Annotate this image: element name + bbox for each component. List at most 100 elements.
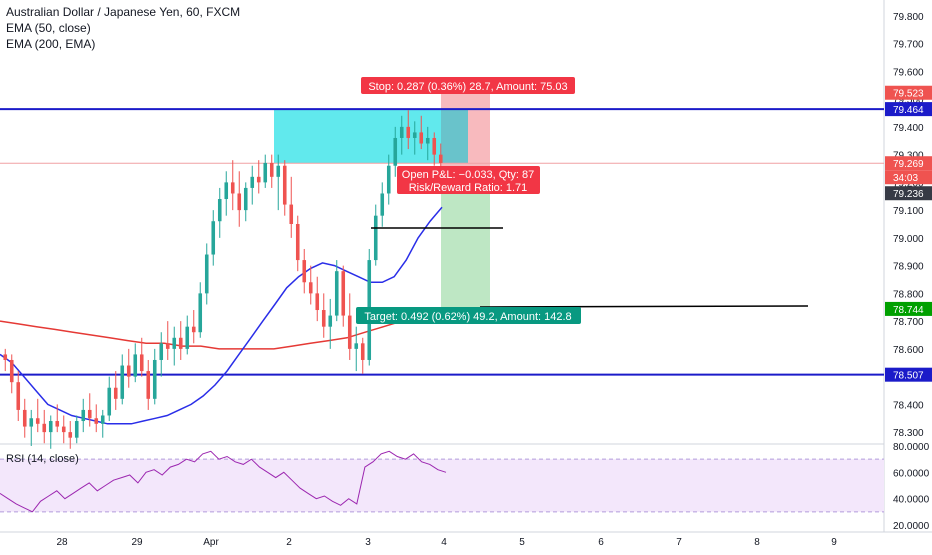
candle-body (295, 224, 300, 261)
rsi-band (0, 459, 884, 512)
candle-body (120, 365, 125, 399)
candle-body (256, 176, 261, 183)
trend-line (479, 305, 809, 308)
time-tick-label: 6 (598, 537, 604, 548)
candle-body (328, 315, 333, 327)
candle-body (191, 326, 196, 333)
candle-body (61, 426, 66, 433)
price-tick-label: 78.600 (893, 345, 924, 356)
candle-body (16, 382, 21, 410)
price-tag-bg (885, 367, 932, 382)
candle-body (55, 421, 60, 427)
candle-body (146, 371, 151, 399)
candle-body (315, 293, 320, 311)
target-zone (441, 172, 490, 309)
time-tick-label: Apr (203, 537, 219, 548)
pnl-label-line1: Open P&L: −0.033, Qty: 87 (402, 169, 534, 181)
candle-body (269, 162, 274, 177)
candle-body (224, 182, 229, 200)
price-tag-label: 78.744 (893, 305, 924, 316)
rsi-tick-label: 40.0000 (893, 495, 930, 506)
time-tick-label: 5 (519, 537, 525, 548)
rsi-tick-label: 60.0000 (893, 468, 930, 479)
candle-body (74, 421, 79, 438)
price-tick-label: 78.300 (893, 428, 924, 439)
candle-body (211, 221, 216, 255)
candle-body (347, 315, 352, 349)
price-tick-label: 79.700 (893, 40, 924, 51)
position-labels: Stop: 0.287 (0.36%) 28.7, Amount: 75.03 O… (356, 77, 581, 324)
price-tick-label: 79.100 (893, 206, 924, 217)
time-tick-label: 28 (56, 537, 68, 548)
candle-body (94, 418, 99, 424)
price-tick-label: 79.400 (893, 123, 924, 134)
price-tick-label: 79.500 (893, 95, 924, 106)
grid (0, 0, 932, 533)
candle-body (185, 326, 190, 349)
time-tick-label: 4 (441, 537, 447, 548)
candle-body (172, 337, 177, 349)
legend-ema200: EMA (200, EMA) (6, 37, 96, 51)
trend-lines[interactable] (371, 227, 809, 308)
candle-body (48, 421, 53, 433)
candle-body (438, 154, 443, 163)
pnl-label-line2: Risk/Reward Ratio: 1.71 (409, 182, 528, 194)
candle-body (159, 343, 164, 360)
stop-label-bg (361, 77, 575, 94)
rsi-path (0, 450, 447, 513)
price-tag-bg (885, 301, 932, 316)
candle-body (35, 418, 40, 424)
price-tag-label: 79.523 (893, 89, 924, 100)
price-tick-label: 78.800 (893, 289, 924, 300)
candle-body (107, 387, 112, 416)
candle-body (113, 387, 118, 399)
candle-body (22, 409, 27, 427)
overlap-box (441, 109, 468, 164)
position-zones[interactable] (0, 92, 884, 309)
candle-body (81, 409, 86, 422)
candle-body (386, 165, 391, 194)
target-label: Target: 0.492 (0.62%) 49.2, Amount: 142.… (364, 311, 571, 323)
rsi-pane: 80.0000 60.0000 40.0000 20.0000 (0, 442, 930, 532)
time-axis[interactable]: 28 29 Apr 2 3 4 5 6 7 8 9 (56, 537, 837, 548)
candle-body (230, 182, 235, 194)
legend-ema50: EMA (50, close) (6, 21, 91, 35)
rsi-tick-label: 20.0000 (893, 521, 930, 532)
price-tick-label: 79.300 (893, 151, 924, 162)
candle-body (360, 343, 365, 360)
price-tag-label: 79.464 (893, 105, 924, 116)
price-tick-label: 79.000 (893, 234, 924, 245)
candle-body (432, 137, 437, 155)
price-tick-label: 78.900 (893, 262, 924, 273)
candle-body (302, 260, 307, 283)
candle-body (393, 137, 398, 166)
price-tick-label: 79.600 (893, 67, 924, 78)
candle-body (237, 193, 242, 211)
candle-body (126, 365, 131, 377)
time-tick-label: 7 (676, 537, 682, 548)
candle-body (243, 187, 248, 211)
candle-body (276, 165, 281, 177)
candle-body (289, 204, 294, 224)
candle-body (321, 310, 326, 327)
time-tick-label: 2 (286, 537, 292, 548)
stop-label: Stop: 0.287 (0.36%) 28.7, Amount: 75.03 (368, 81, 567, 93)
candle-body (425, 137, 430, 144)
candle-body (133, 354, 138, 377)
candle-body (68, 432, 73, 438)
price-tag-bg (885, 156, 932, 171)
legend-title: Australian Dollar / Japanese Yen, 60, FX… (6, 5, 241, 19)
candle-body (412, 132, 417, 138)
time-tick-label: 3 (365, 537, 371, 548)
candle-body (29, 418, 34, 427)
candle-body (308, 282, 313, 294)
candle-body (334, 271, 339, 316)
candle-body (152, 359, 157, 399)
price-tag-label: 79.236 (893, 189, 924, 200)
candle-body (406, 126, 411, 138)
candle-body (282, 165, 287, 205)
candle-body (419, 132, 424, 144)
candle-body (165, 343, 170, 349)
